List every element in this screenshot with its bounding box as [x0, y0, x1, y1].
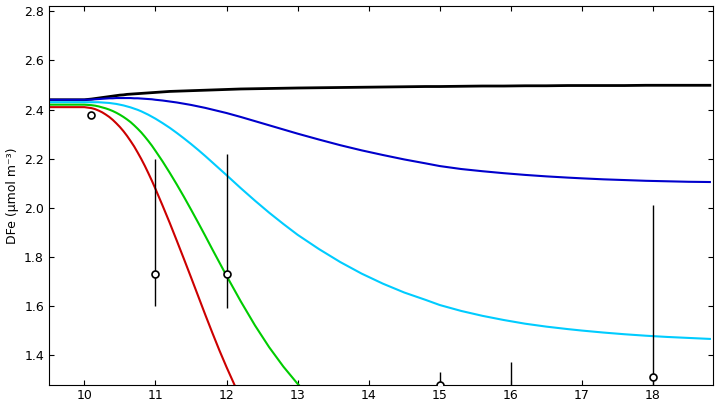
Y-axis label: DFe (μmol m⁻³): DFe (μmol m⁻³): [6, 147, 19, 244]
